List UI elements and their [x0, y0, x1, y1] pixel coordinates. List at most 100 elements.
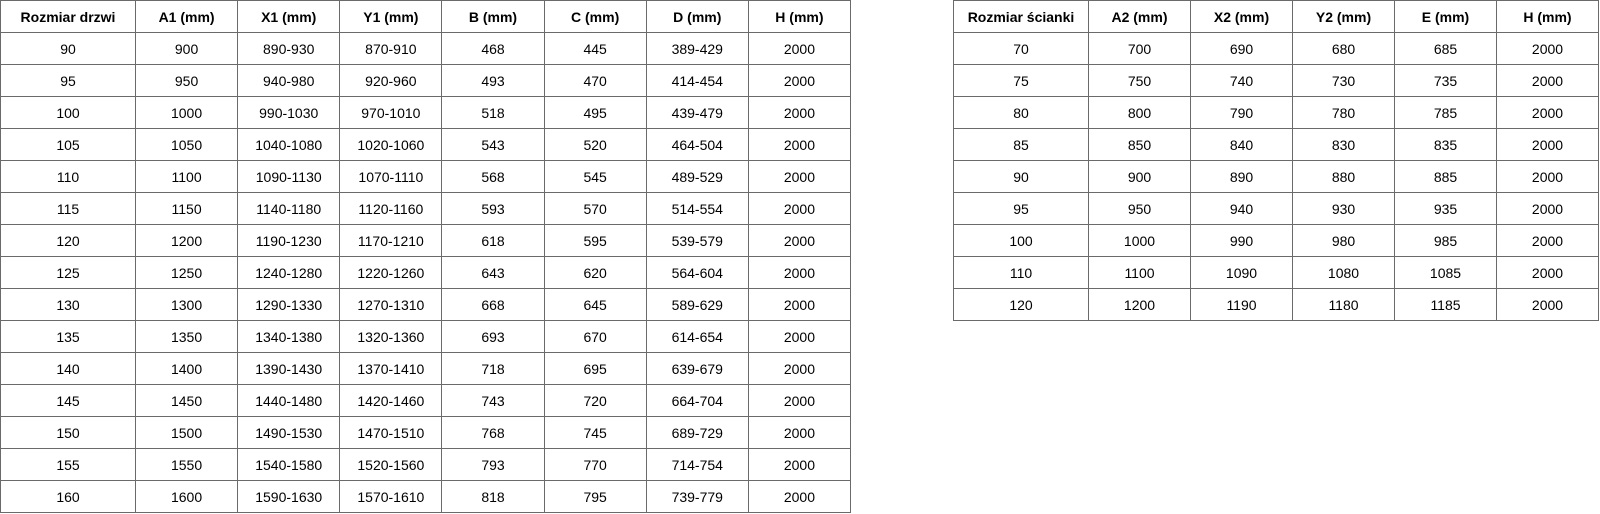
column-header: Rozmiar ścianki [953, 0, 1089, 33]
table-cell: 1390-1430 [237, 352, 341, 385]
table-cell: 2000 [747, 416, 852, 449]
table-cell: 125 [0, 256, 136, 289]
table-cell: 1400 [134, 352, 239, 385]
table-cell: 1420-1460 [339, 384, 443, 417]
table-cell: 145 [0, 384, 136, 417]
table-cell: 595 [543, 224, 647, 257]
column-header: Y2 (mm) [1292, 0, 1395, 33]
table-cell: 714-754 [645, 448, 749, 481]
table-row: 115 1150 1140-1180 1120-1160 593 570 514-554 20… [0, 192, 852, 225]
table-cell: 1185 [1394, 288, 1497, 321]
table-cell: 1180 [1292, 288, 1395, 321]
table-cell: 980 [1292, 224, 1395, 257]
table-cell: 2000 [1496, 192, 1599, 225]
table-row: 70 700 690 680 685 2000 [953, 32, 1599, 65]
table-cell: 1000 [134, 96, 239, 129]
table-cell: 100 [0, 96, 136, 129]
table-row: 125 1250 1240-1280 1220-1260 643 620 564-604 20… [0, 256, 852, 289]
table-cell: 700 [1088, 32, 1191, 65]
table-cell: 1140-1180 [237, 192, 341, 225]
table-cell: 70 [953, 32, 1089, 65]
table-cell: 639-679 [645, 352, 749, 385]
table-cell: 793 [441, 448, 545, 481]
table-cell: 1340-1380 [237, 320, 341, 353]
table-row: 80 800 790 780 785 2000 [953, 96, 1599, 129]
table-cell: 2000 [747, 192, 852, 225]
table-cell: 1520-1560 [339, 448, 443, 481]
table-cell: 950 [134, 64, 239, 97]
column-header: Rozmiar drzwi [0, 0, 136, 33]
table-cell: 464-504 [645, 128, 749, 161]
table-row: 100 1000 990 980 985 2000 [953, 224, 1599, 257]
table-cell: 2000 [747, 448, 852, 481]
table-cell: 2000 [1496, 96, 1599, 129]
table-cell: 90 [0, 32, 136, 65]
table-cell: 1100 [134, 160, 239, 193]
table-cell: 75 [953, 64, 1089, 97]
table-row: 85 850 840 830 835 2000 [953, 128, 1599, 161]
table-cell: 470 [543, 64, 647, 97]
table-cell: 2000 [1496, 288, 1599, 321]
table-cell: 2000 [747, 224, 852, 257]
table-cell: 2000 [747, 480, 852, 513]
table-cell: 2000 [1496, 256, 1599, 289]
table-cell: 2000 [747, 64, 852, 97]
table-cell: 514-554 [645, 192, 749, 225]
table-row: 110 1100 1090-1130 1070-1110 568 545 489-529 20… [0, 160, 852, 193]
table-cell: 620 [543, 256, 647, 289]
table-cell: 160 [0, 480, 136, 513]
table-cell: 743 [441, 384, 545, 417]
table-cell: 1600 [134, 480, 239, 513]
table-cell: 570 [543, 192, 647, 225]
table-cell: 2000 [1496, 128, 1599, 161]
table-cell: 439-479 [645, 96, 749, 129]
table-cell: 830 [1292, 128, 1395, 161]
table-cell: 880 [1292, 160, 1395, 193]
table-row: 130 1300 1290-1330 1270-1310 668 645 589-629 20… [0, 288, 852, 321]
table-cell: 1450 [134, 384, 239, 417]
table-cell: 2000 [747, 96, 852, 129]
table-row: 90 900 890-930 870-910 468 445 389-429 2000 [0, 32, 852, 65]
table-row: 160 1600 1590-1630 1570-1610 818 795 739-779 20… [0, 480, 852, 513]
table-cell: 1550 [134, 448, 239, 481]
table-cell: 990-1030 [237, 96, 341, 129]
table-cell: 1350 [134, 320, 239, 353]
door-size-table: Rozmiar drzwi A1 (mm) X1 (mm) Y1 (mm) B (mm)… [0, 0, 852, 513]
table-row: 90 900 890 880 885 2000 [953, 160, 1599, 193]
table-cell: 1020-1060 [339, 128, 443, 161]
table-cell: 110 [953, 256, 1089, 289]
table-cell: 545 [543, 160, 647, 193]
table-cell: 2000 [747, 288, 852, 321]
table-cell: 790 [1190, 96, 1293, 129]
table-cell: 90 [953, 160, 1089, 193]
table-cell: 564-604 [645, 256, 749, 289]
table-cell: 695 [543, 352, 647, 385]
table-row: 95 950 940 930 935 2000 [953, 192, 1599, 225]
table-cell: 150 [0, 416, 136, 449]
table-row: 150 1500 1490-1530 1470-1510 768 745 689-729 20… [0, 416, 852, 449]
table-cell: 970-1010 [339, 96, 443, 129]
table-cell: 690 [1190, 32, 1293, 65]
table-cell: 735 [1394, 64, 1497, 97]
table-cell: 768 [441, 416, 545, 449]
table-cell: 1190 [1190, 288, 1293, 321]
column-header: E (mm) [1394, 0, 1497, 33]
table-cell: 520 [543, 128, 647, 161]
table-cell: 489-529 [645, 160, 749, 193]
table-cell: 80 [953, 96, 1089, 129]
table-cell: 1300 [134, 288, 239, 321]
table-cell: 2000 [747, 128, 852, 161]
table-cell: 1150 [134, 192, 239, 225]
table-cell: 1040-1080 [237, 128, 341, 161]
table-cell: 468 [441, 32, 545, 65]
table-cell: 739-779 [645, 480, 749, 513]
table-row: 155 1550 1540-1580 1520-1560 793 770 714-754 20… [0, 448, 852, 481]
table-cell: 1370-1410 [339, 352, 443, 385]
table-cell: 1590-1630 [237, 480, 341, 513]
table-row: 105 1050 1040-1080 1020-1060 543 520 464-504 20… [0, 128, 852, 161]
table-cell: 885 [1394, 160, 1497, 193]
table-cell: 1120-1160 [339, 192, 443, 225]
table-cell: 689-729 [645, 416, 749, 449]
table-cell: 730 [1292, 64, 1395, 97]
table-cell: 95 [0, 64, 136, 97]
